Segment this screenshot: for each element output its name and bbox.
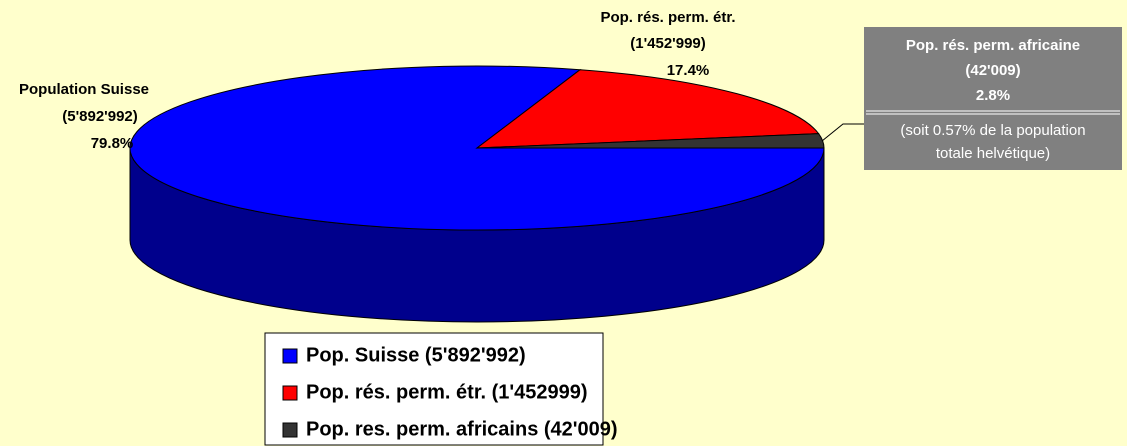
pie bbox=[129, 65, 825, 323]
slice-count: (5'892'992) bbox=[62, 108, 138, 125]
legend-entries: Pop. Suisse (5'892'992) Pop. rés. perm. é… bbox=[282, 344, 618, 440]
leader-line bbox=[821, 123, 864, 142]
legend-swatch bbox=[282, 385, 298, 401]
slice bbox=[475, 69, 820, 149]
slice-label: Population Suisse bbox=[19, 81, 149, 98]
slice-label: Pop. rés. perm. africaine bbox=[906, 37, 1080, 54]
legend-label: Pop. res. perm. africains (42'009) bbox=[306, 418, 618, 440]
slice-value: 2.8% bbox=[976, 87, 1010, 104]
slice-value: 79.8% bbox=[91, 135, 134, 152]
slice bbox=[129, 65, 825, 231]
legend-swatch bbox=[282, 422, 298, 438]
annotation: (soit 0.57% de la population bbox=[900, 122, 1085, 139]
slice-label: Pop. rés. perm. étr. bbox=[600, 9, 735, 26]
annotation: totale helvétique) bbox=[936, 145, 1050, 162]
slice-count: (1'452'999) bbox=[630, 35, 706, 52]
legend bbox=[264, 332, 604, 446]
slice-count: (42'009) bbox=[965, 62, 1020, 79]
legend-label: Pop. Suisse (5'892'992) bbox=[306, 344, 526, 366]
slice-value: 17.4% bbox=[667, 62, 710, 79]
legend-swatch bbox=[282, 348, 298, 364]
legend-label: Pop. rés. perm. étr. (1'452999) bbox=[306, 381, 588, 403]
callout-box bbox=[864, 27, 1122, 170]
